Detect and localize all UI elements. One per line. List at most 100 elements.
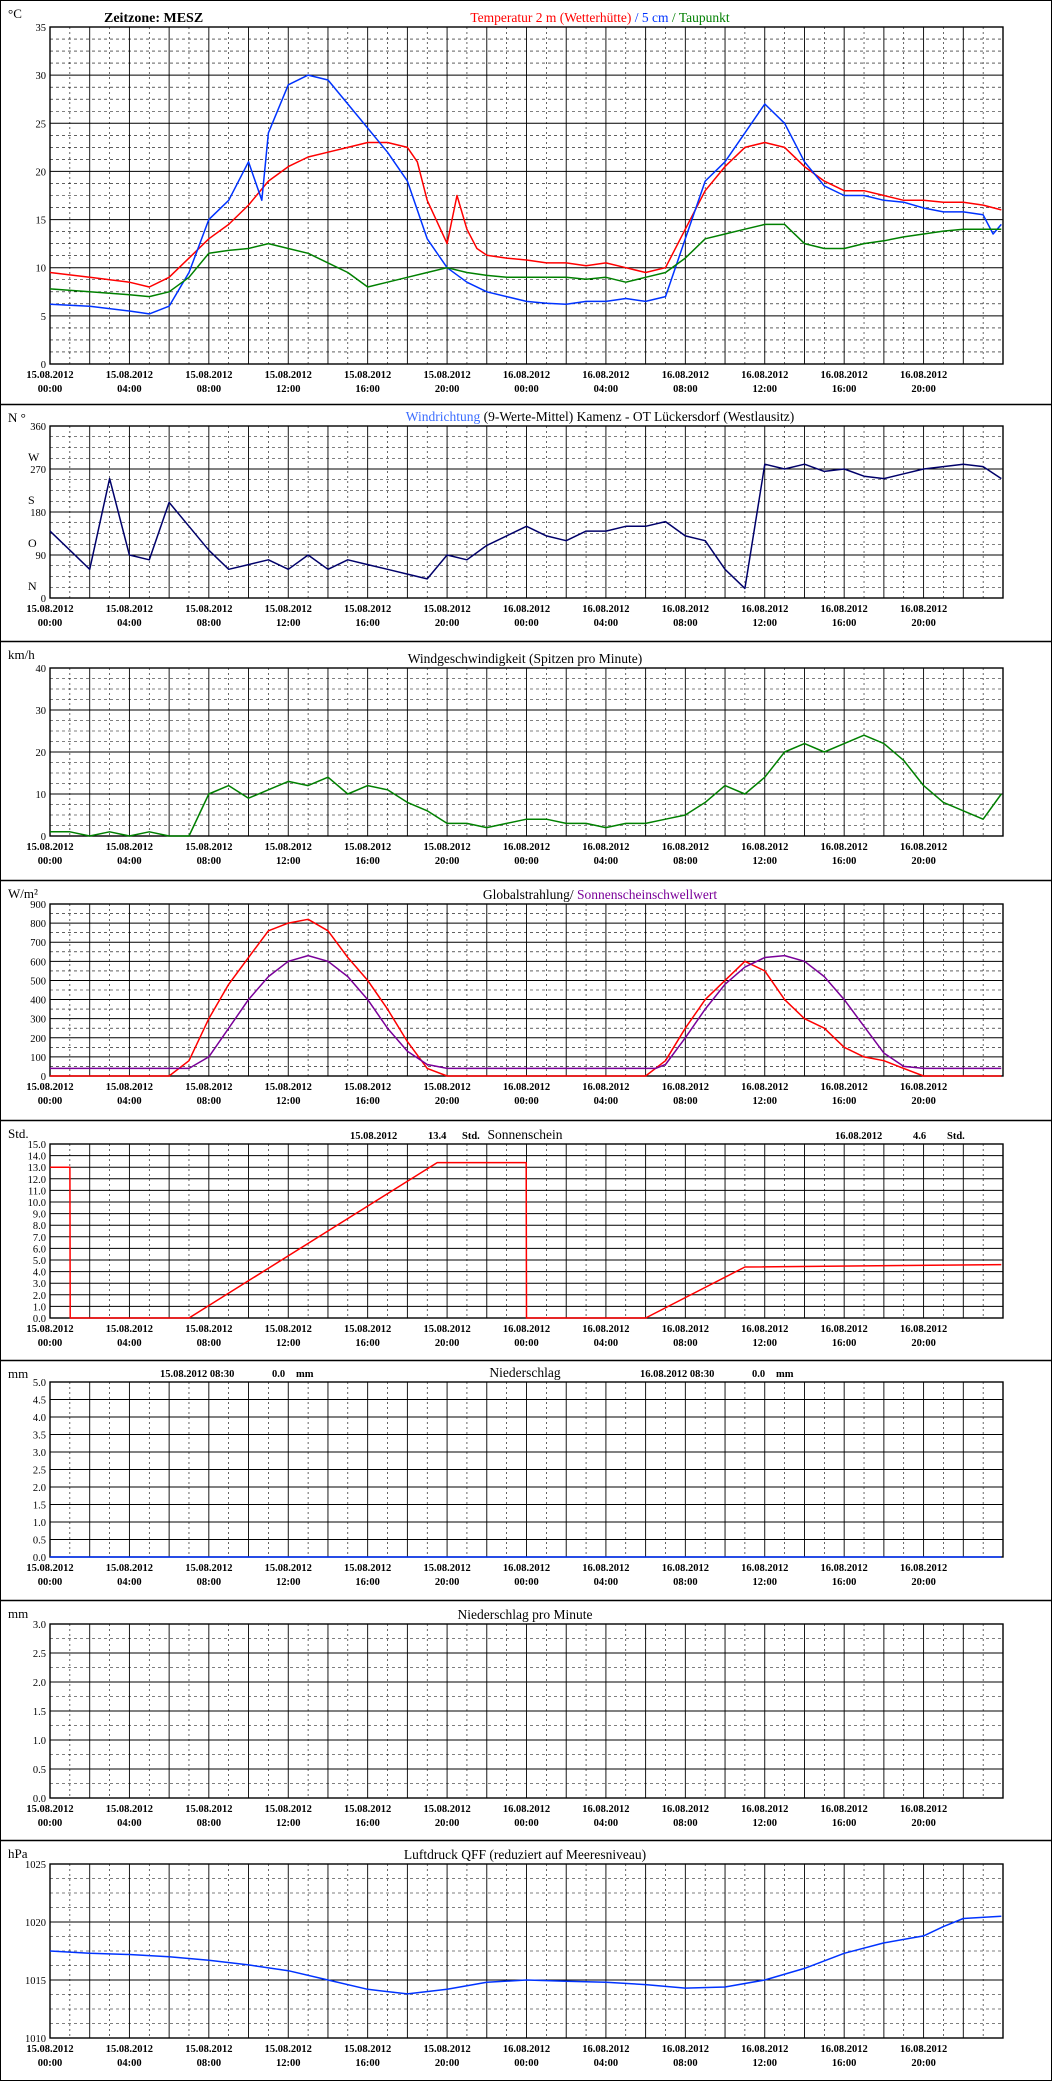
plot-frame <box>49 667 1004 837</box>
x-tick-hour: 08:00 <box>197 1338 222 1349</box>
series-line <box>49 1915 1002 1995</box>
x-tick-hour: 08:00 <box>197 2058 222 2069</box>
x-tick-hour: 12:00 <box>753 1818 778 1829</box>
y-tick-label: 40 <box>36 664 47 675</box>
x-tick-hour: 08:00 <box>673 1818 698 1829</box>
y-tick-label: 1.0 <box>33 1302 46 1313</box>
x-tick-hour: 00:00 <box>38 1338 63 1349</box>
x-tick-hour: 00:00 <box>514 2058 539 2069</box>
panel-sunshine: 0.01.02.03.04.05.06.07.08.09.010.011.012… <box>0 1119 1052 1349</box>
x-tick-date: 16.08.2012 <box>582 1324 629 1335</box>
y-tick-label: 10 <box>36 790 47 801</box>
y-tick-label: 14.0 <box>28 1152 46 1163</box>
y-tick-label: 25 <box>36 119 47 130</box>
y-tick-label: 180 <box>30 508 46 519</box>
y-tick-label: 5.0 <box>33 1378 46 1389</box>
series-line <box>50 734 1002 837</box>
y-tick-label: 300 <box>30 1015 46 1026</box>
x-tick-date: 15.08.2012 <box>185 842 232 853</box>
x-tick-hour: 04:00 <box>594 384 619 395</box>
annotation-date: 15.08.2012 <box>350 1131 397 1142</box>
compass-label: S <box>28 493 35 507</box>
compass-label: N <box>28 579 37 593</box>
x-tick-hour: 16:00 <box>832 1338 857 1349</box>
x-tick-hour: 20:00 <box>911 1577 936 1588</box>
x-tick-date: 16.08.2012 <box>503 1563 550 1574</box>
x-tick-hour: 04:00 <box>117 1338 142 1349</box>
x-tick-date: 16.08.2012 <box>900 1804 947 1815</box>
chart-title: Globalstrahlung/ Sonnenscheinschwellwert <box>483 887 718 902</box>
x-tick-date: 15.08.2012 <box>265 2044 312 2055</box>
x-tick-hour: 04:00 <box>594 1096 619 1107</box>
x-tick-date: 16.08.2012 <box>741 842 788 853</box>
x-tick-date: 15.08.2012 <box>26 2044 73 2055</box>
title-part: Temperatur 2 m (Wetterhütte) <box>470 10 631 25</box>
x-tick-hour: 20:00 <box>435 1338 460 1349</box>
x-tick-hour: 16:00 <box>832 1577 857 1588</box>
x-tick-hour: 04:00 <box>594 618 619 629</box>
x-tick-date: 15.08.2012 <box>185 2044 232 2055</box>
y-tick-label: 12.0 <box>28 1175 46 1186</box>
x-tick-hour: 20:00 <box>435 618 460 629</box>
x-tick-hour: 12:00 <box>276 2058 301 2069</box>
y-tick-label: 1.5 <box>33 1707 46 1718</box>
x-tick-date: 16.08.2012 <box>662 1082 709 1093</box>
x-tick-date: 16.08.2012 <box>821 370 868 381</box>
x-tick-hour: 12:00 <box>753 618 778 629</box>
title-part: Kamenz - OT Lückersdorf (Westlausitz) <box>573 409 794 424</box>
x-tick-hour: 04:00 <box>117 618 142 629</box>
y-tick-label: 1010 <box>25 2034 46 2045</box>
x-tick-date: 16.08.2012 <box>662 1324 709 1335</box>
y-tick-label: 10 <box>36 264 47 275</box>
x-tick-date: 16.08.2012 <box>503 604 550 615</box>
x-tick-hour: 20:00 <box>435 1818 460 1829</box>
y-tick-label: 900 <box>30 900 46 911</box>
series-line <box>49 74 1002 315</box>
x-tick-date: 15.08.2012 <box>185 604 232 615</box>
y-tick-label: 90 <box>36 551 47 562</box>
series-line <box>50 918 1002 1077</box>
x-tick-hour: 16:00 <box>832 856 857 867</box>
x-tick-hour: 20:00 <box>911 1096 936 1107</box>
x-tick-hour: 00:00 <box>38 618 63 629</box>
x-tick-hour: 12:00 <box>276 1338 301 1349</box>
y-tick-label: 0.5 <box>33 1765 46 1776</box>
x-tick-date: 16.08.2012 <box>741 370 788 381</box>
x-tick-hour: 12:00 <box>753 1577 778 1588</box>
x-tick-hour: 16:00 <box>355 856 380 867</box>
y-tick-label: 3.0 <box>33 1279 46 1290</box>
x-tick-hour: 16:00 <box>355 1338 380 1349</box>
series-line <box>50 1161 1002 1319</box>
compass-label: O <box>28 536 37 550</box>
x-tick-hour: 00:00 <box>38 1577 63 1588</box>
x-tick-hour: 12:00 <box>753 1338 778 1349</box>
x-tick-hour: 08:00 <box>673 1577 698 1588</box>
x-tick-hour: 00:00 <box>38 856 63 867</box>
unit-label: N ° <box>8 410 26 425</box>
x-tick-date: 15.08.2012 <box>26 1082 73 1093</box>
x-tick-date: 16.08.2012 <box>582 2044 629 2055</box>
x-tick-date: 16.08.2012 <box>821 1082 868 1093</box>
x-tick-hour: 16:00 <box>832 2058 857 2069</box>
x-tick-hour: 04:00 <box>117 384 142 395</box>
title-part: Taupunkt <box>679 10 730 25</box>
title-part: Globalstrahlung/ <box>483 887 577 902</box>
x-tick-date: 15.08.2012 <box>265 1563 312 1574</box>
chart-title: Windrichtung (9-Werte-Mittel) Kamenz - O… <box>406 409 794 424</box>
x-tick-hour: 04:00 <box>594 1818 619 1829</box>
y-tick-label: 2.5 <box>33 1649 46 1660</box>
y-tick-label: 5.0 <box>33 1256 46 1267</box>
x-tick-hour: 12:00 <box>753 2058 778 2069</box>
title-part: Sonnenscheinschwellwert <box>577 887 717 902</box>
x-tick-hour: 20:00 <box>435 2058 460 2069</box>
x-tick-hour: 00:00 <box>38 384 63 395</box>
y-tick-label: 0 <box>41 594 46 605</box>
y-tick-label: 0 <box>41 1072 46 1083</box>
x-tick-hour: 20:00 <box>911 2058 936 2069</box>
y-tick-label: 15.0 <box>28 1140 46 1151</box>
x-tick-hour: 20:00 <box>435 384 460 395</box>
series-line <box>49 463 1002 590</box>
x-tick-hour: 08:00 <box>673 2058 698 2069</box>
